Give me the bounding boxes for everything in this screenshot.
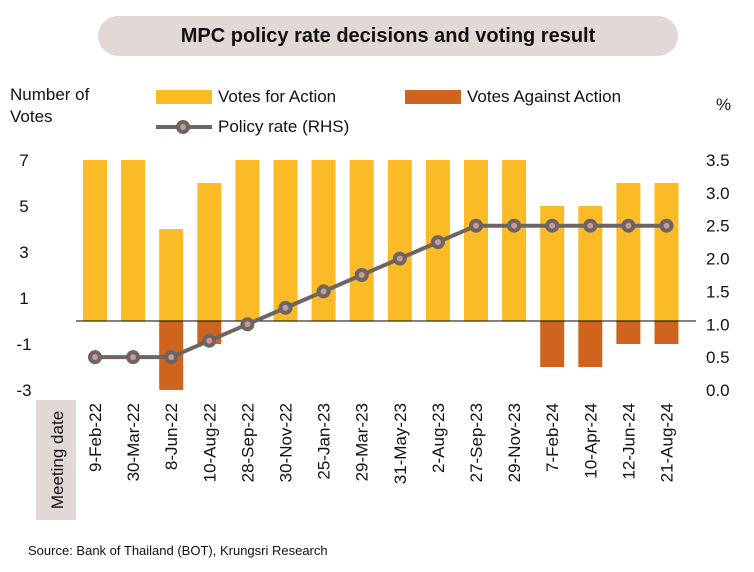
x-tick-label: 7-Feb-24 [543, 403, 562, 472]
x-tick-label: 2-Aug-23 [429, 403, 448, 473]
right-tick-label: 0.0 [706, 381, 730, 400]
bar-votes-for [83, 160, 107, 321]
x-tick-label: 30-Nov-22 [277, 403, 296, 482]
bar-votes-for [273, 160, 298, 321]
x-tick-label: 28-Sep-22 [238, 403, 257, 482]
left-tick-label: -1 [16, 335, 31, 354]
legend-votes-against: Votes Against Action [405, 87, 621, 107]
right-tick-label: 3.0 [706, 184, 730, 203]
x-tick-label: 25-Jan-23 [315, 403, 334, 480]
bar-votes-for [121, 160, 146, 321]
x-tick-label: 10-Apr-24 [581, 403, 600, 479]
right-tick-label: 0.5 [706, 348, 730, 367]
bar-votes-for [616, 183, 641, 321]
legend-policy-rate: Policy rate (RHS) [156, 117, 349, 137]
left-tick-label: -3 [16, 381, 31, 400]
legend-votes-for: Votes for Action [156, 87, 336, 107]
left-axis-label-line2: Votes [10, 107, 53, 126]
policy-rate-marker-inner [549, 222, 556, 229]
right-tick-label: 2.0 [706, 250, 730, 269]
right-tick-label: 1.0 [706, 315, 730, 334]
x-tick-label: 29-Nov-23 [505, 403, 524, 482]
x-tick-label: 21-Aug-24 [658, 403, 677, 482]
policy-rate-line [95, 223, 667, 360]
x-tick-label: 8-Jun-22 [162, 403, 181, 470]
bar-votes-for [464, 160, 488, 321]
legend-label-against: Votes Against Action [467, 87, 622, 106]
bar-votes-against [654, 321, 679, 344]
bar-votes-for [197, 183, 222, 321]
legend-swatch-rate [156, 120, 212, 134]
policy-rate-marker-inner [168, 354, 175, 361]
x-tick-label: 9-Feb-22 [86, 403, 105, 472]
right-axis-label: % [716, 95, 732, 114]
x-tick-label: 12-Jun-24 [619, 403, 638, 480]
left-tick-label: 3 [19, 243, 28, 262]
source-note: Source: Bank of Thailand (BOT), Krungsri… [28, 543, 328, 558]
policy-rate-marker-inner [473, 222, 479, 229]
bar-votes-for [159, 229, 184, 321]
bar-votes-for [502, 160, 527, 321]
policy-rate-marker-inner [282, 304, 289, 311]
left-tick-label: 1 [19, 289, 28, 308]
right-tick-label: 2.5 [706, 217, 730, 236]
policy-rate-marker-inner [434, 239, 441, 246]
bar-votes-against [616, 321, 641, 344]
policy-rate-marker-inner [511, 222, 518, 229]
chart-title: MPC policy rate decisions and voting res… [98, 16, 678, 56]
legend-swatch-against [405, 90, 461, 104]
bar-votes-for [235, 160, 260, 321]
left-axis-label-line1: Number of [10, 85, 90, 104]
policy-rate-marker-inner [92, 354, 98, 361]
x-tick-label: 27-Sep-23 [467, 403, 486, 482]
policy-rate-marker-inner [358, 272, 365, 278]
legend-label-rate: Policy rate (RHS) [218, 117, 350, 136]
x-tick-label: 29-Mar-23 [353, 403, 372, 481]
legend-label-for: Votes for Action [218, 87, 337, 106]
x-axis-label-bg [36, 400, 76, 520]
bar-votes-for [387, 160, 412, 321]
policy-rate-marker-inner [244, 321, 251, 328]
policy-rate-marker-inner [663, 222, 670, 229]
policy-rate-marker-inner [587, 222, 594, 229]
policy-rate-marker-inner [320, 288, 327, 295]
bar-votes-for [349, 160, 374, 321]
policy-rate-marker-inner [625, 222, 632, 229]
legend-swatch-for [156, 90, 212, 104]
bar-votes-against [540, 321, 565, 367]
left-tick-label: 5 [19, 197, 28, 216]
left-tick-label: 7 [19, 151, 28, 170]
policy-rate-marker-inner [130, 354, 137, 361]
x-axis-label: Meeting date [48, 411, 67, 509]
left-axis-label: Number of Votes [10, 84, 89, 128]
right-tick-label: 1.5 [706, 282, 730, 301]
right-tick-label: 3.5 [706, 151, 730, 170]
bar-votes-against [578, 321, 603, 367]
bar-votes-for [654, 183, 679, 321]
x-tick-label: 30-Mar-22 [124, 403, 143, 481]
policy-rate-marker-inner [396, 255, 403, 262]
x-tick-label: 31-May-23 [391, 403, 410, 484]
policy-rate-marker-inner [206, 337, 213, 344]
x-tick-label: 10-Aug-22 [200, 403, 219, 482]
